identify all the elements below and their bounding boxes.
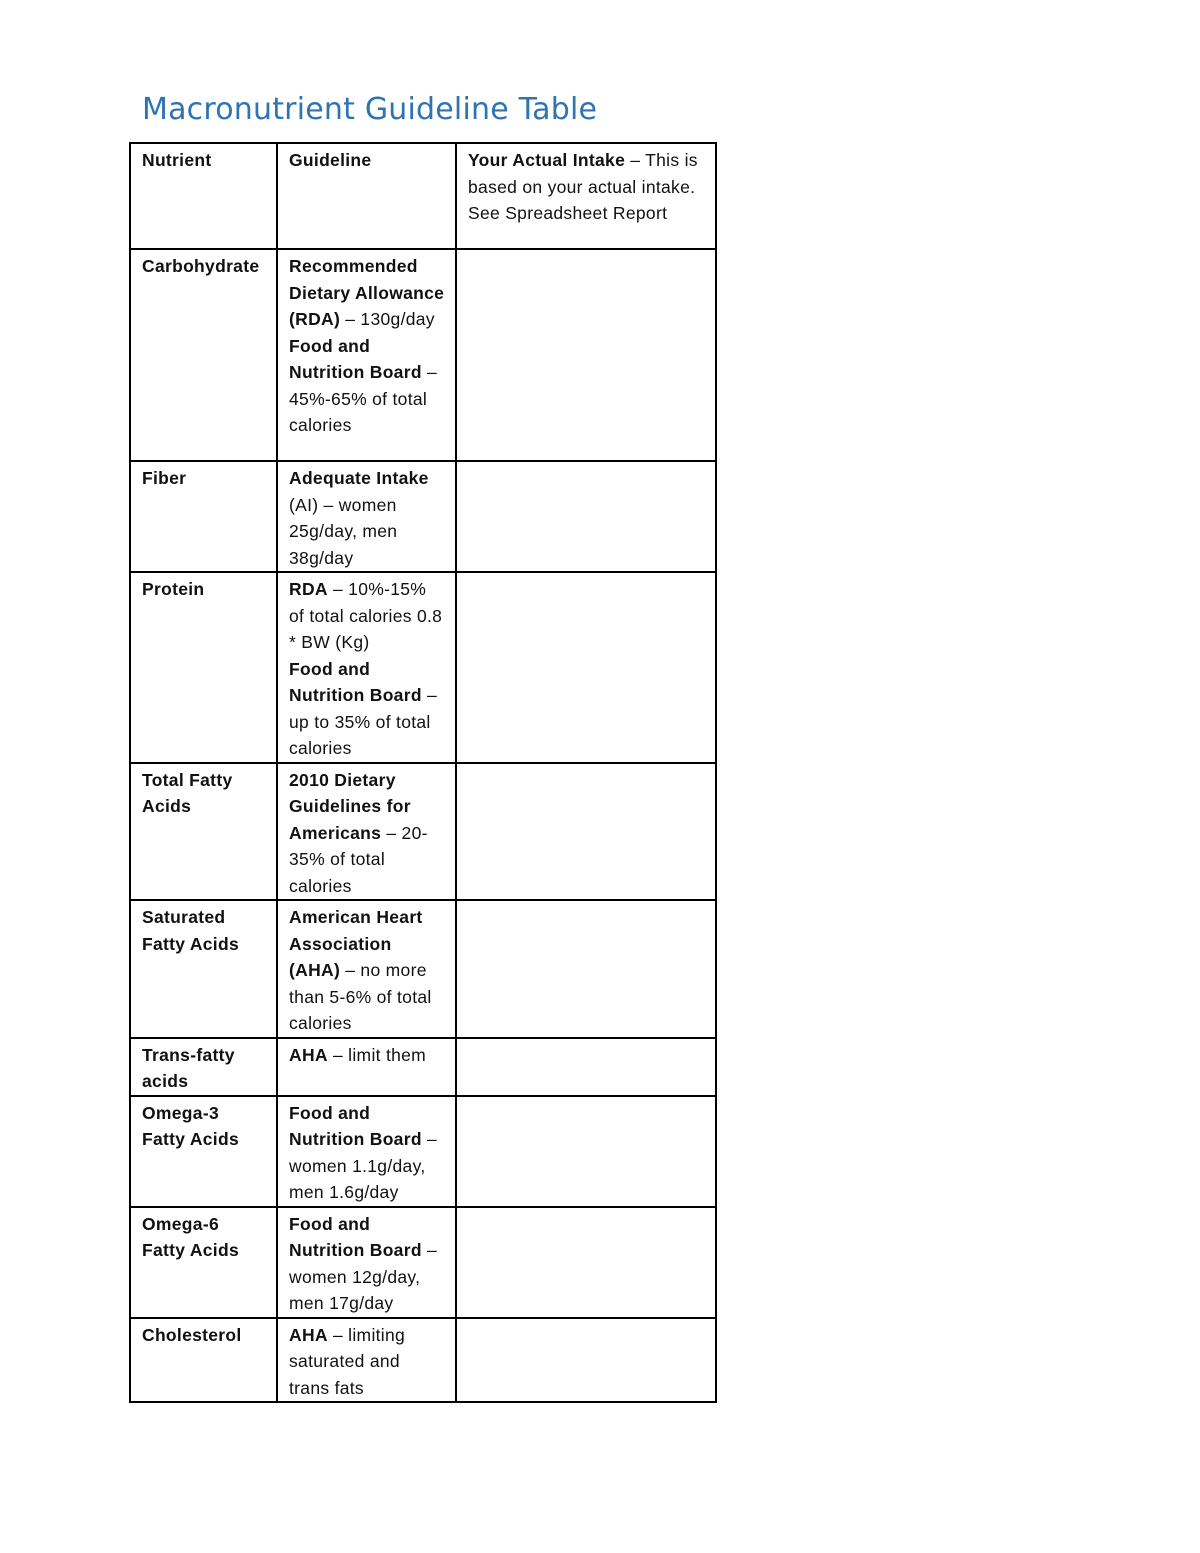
guideline-paragraph: Food and Nutrition Board – women 1.1g/da…	[289, 1100, 445, 1205]
guideline-text: – limiting saturated and trans fats	[289, 1324, 406, 1398]
nutrient-cell: Omega-3 Fatty Acids	[129, 1094, 278, 1208]
guideline-text: – 130g/day	[340, 309, 435, 329]
guideline-paragraph: AHA – limiting saturated and trans fats	[289, 1322, 445, 1401]
actual-intake-cell[interactable]	[455, 460, 717, 573]
table-row: Total Fatty Acids 2010 Dietary Guidelines…	[129, 761, 717, 901]
guideline-text: – 10%-15% of total calories 0.8 * BW (Kg…	[289, 579, 443, 652]
guideline-source: American Heart Association (AHA)	[289, 907, 423, 980]
guideline-paragraph: RDA – 10%-15% of total calories 0.8 * BW…	[289, 576, 445, 656]
guideline-text: – women 1.1g/day, men 1.6g/day	[289, 1129, 438, 1202]
nutrient-cell: Saturated Fatty Acids	[129, 899, 278, 1039]
guideline-cell: Adequate Intake (AI) – women 25g/day, me…	[276, 460, 457, 573]
guideline-text: – women 12g/day, men 17g/day	[289, 1240, 438, 1313]
guideline-paragraph: Food and Nutrition Board – 45%-65% of to…	[289, 333, 445, 439]
guideline-source: AHA	[289, 1044, 328, 1065]
guideline-text: – 20-35% of total calories	[289, 822, 428, 896]
table-row: Fiber Adequate Intake (AI) – women 25g/da…	[129, 460, 717, 573]
guideline-paragraph: Adequate Intake (AI) – women 25g/day, me…	[289, 465, 445, 570]
actual-intake-cell[interactable]	[455, 248, 717, 462]
header-guideline: Guideline	[276, 142, 457, 250]
actual-intake-cell[interactable]	[455, 899, 717, 1039]
header-intake-note: – This is based on your actual intake. S…	[468, 150, 698, 223]
guideline-cell: Food and Nutrition Board – women 12g/day…	[276, 1205, 457, 1319]
guideline-source: 2010 Dietary Guidelines for Americans	[289, 769, 411, 843]
table-row: Omega-3 Fatty Acids Food and Nutrition Bo…	[129, 1094, 717, 1208]
guideline-cell: Recommended Dietary Allowance (RDA) – 13…	[276, 248, 457, 462]
guideline-cell: AHA – limiting saturated and trans fats	[276, 1316, 457, 1403]
guideline-cell: Food and Nutrition Board – women 1.1g/da…	[276, 1094, 457, 1208]
guideline-text: – limit them	[327, 1044, 427, 1065]
actual-intake-cell[interactable]	[455, 571, 717, 764]
guideline-cell: AHA – limit them	[276, 1036, 457, 1097]
guideline-text: (AI) – women 25g/day, men 38g/day	[289, 494, 398, 568]
nutrient-cell: Trans-fatty acids	[129, 1036, 278, 1097]
actual-intake-cell[interactable]	[455, 1316, 717, 1403]
table-row: Omega-6 Fatty Acids Food and Nutrition Bo…	[129, 1205, 717, 1319]
actual-intake-cell[interactable]	[455, 761, 717, 901]
actual-intake-cell[interactable]	[455, 1036, 717, 1097]
guideline-source: Adequate Intake	[289, 468, 429, 488]
guideline-source: Food and Nutrition Board	[289, 658, 422, 706]
guideline-source: Food and Nutrition Board	[289, 335, 422, 383]
guideline-paragraph: Food and Nutrition Board – up to 35% of …	[289, 656, 445, 761]
document-title: Macronutrient Guideline Table	[142, 92, 598, 127]
header-row: Nutrient Guideline Your Actual Intake – …	[129, 142, 717, 250]
nutrient-cell: Fiber	[129, 460, 278, 573]
guideline-source: RDA	[289, 579, 328, 599]
guideline-text: – 45%-65% of total calories	[289, 362, 438, 435]
guideline-cell: 2010 Dietary Guidelines for Americans – …	[276, 761, 457, 901]
guideline-paragraph: 2010 Dietary Guidelines for Americans – …	[289, 767, 445, 899]
guideline-paragraph: AHA – limit them	[289, 1042, 445, 1069]
actual-intake-cell[interactable]	[455, 1205, 717, 1319]
table-row: Saturated Fatty Acids American Heart Asso…	[129, 899, 717, 1039]
table-row: Carbohydrate Recommended Dietary Allowanc…	[129, 248, 717, 462]
guideline-text: – no more than 5-6% of total calories	[289, 960, 432, 1033]
guideline-source: AHA	[289, 1324, 328, 1345]
header-nutrient: Nutrient	[129, 142, 278, 250]
guideline-cell: RDA – 10%-15% of total calories 0.8 * BW…	[276, 571, 457, 764]
nutrient-cell: Cholesterol	[129, 1316, 278, 1403]
guideline-paragraph: American Heart Association (AHA) – no mo…	[289, 904, 445, 1036]
header-intake: Your Actual Intake – This is based on yo…	[455, 142, 717, 250]
actual-intake-cell[interactable]	[455, 1094, 717, 1208]
header-intake-bold: Your Actual Intake	[468, 150, 626, 170]
nutrient-cell: Protein	[129, 571, 278, 764]
guideline-paragraph: Food and Nutrition Board – women 12g/day…	[289, 1211, 445, 1316]
table-row: Cholesterol AHA – limiting saturated and …	[129, 1316, 717, 1403]
guideline-source: Recommended Dietary Allowance (RDA)	[289, 256, 445, 329]
guideline-source: Food and Nutrition Board	[289, 1102, 422, 1150]
table-row: Trans-fatty acids AHA – limit them	[129, 1036, 717, 1097]
macronutrient-table: Nutrient Guideline Your Actual Intake – …	[129, 142, 717, 1403]
guideline-cell: American Heart Association (AHA) – no mo…	[276, 899, 457, 1039]
guideline-text: – up to 35% of total calories	[289, 685, 438, 758]
nutrient-cell: Omega-6 Fatty Acids	[129, 1205, 278, 1319]
guideline-paragraph: Recommended Dietary Allowance (RDA) – 13…	[289, 253, 445, 333]
table-row: Protein RDA – 10%-15% of total calories 0…	[129, 571, 717, 764]
guideline-source: Food and Nutrition Board	[289, 1213, 422, 1261]
nutrient-cell: Carbohydrate	[129, 248, 278, 462]
nutrient-cell: Total Fatty Acids	[129, 761, 278, 901]
